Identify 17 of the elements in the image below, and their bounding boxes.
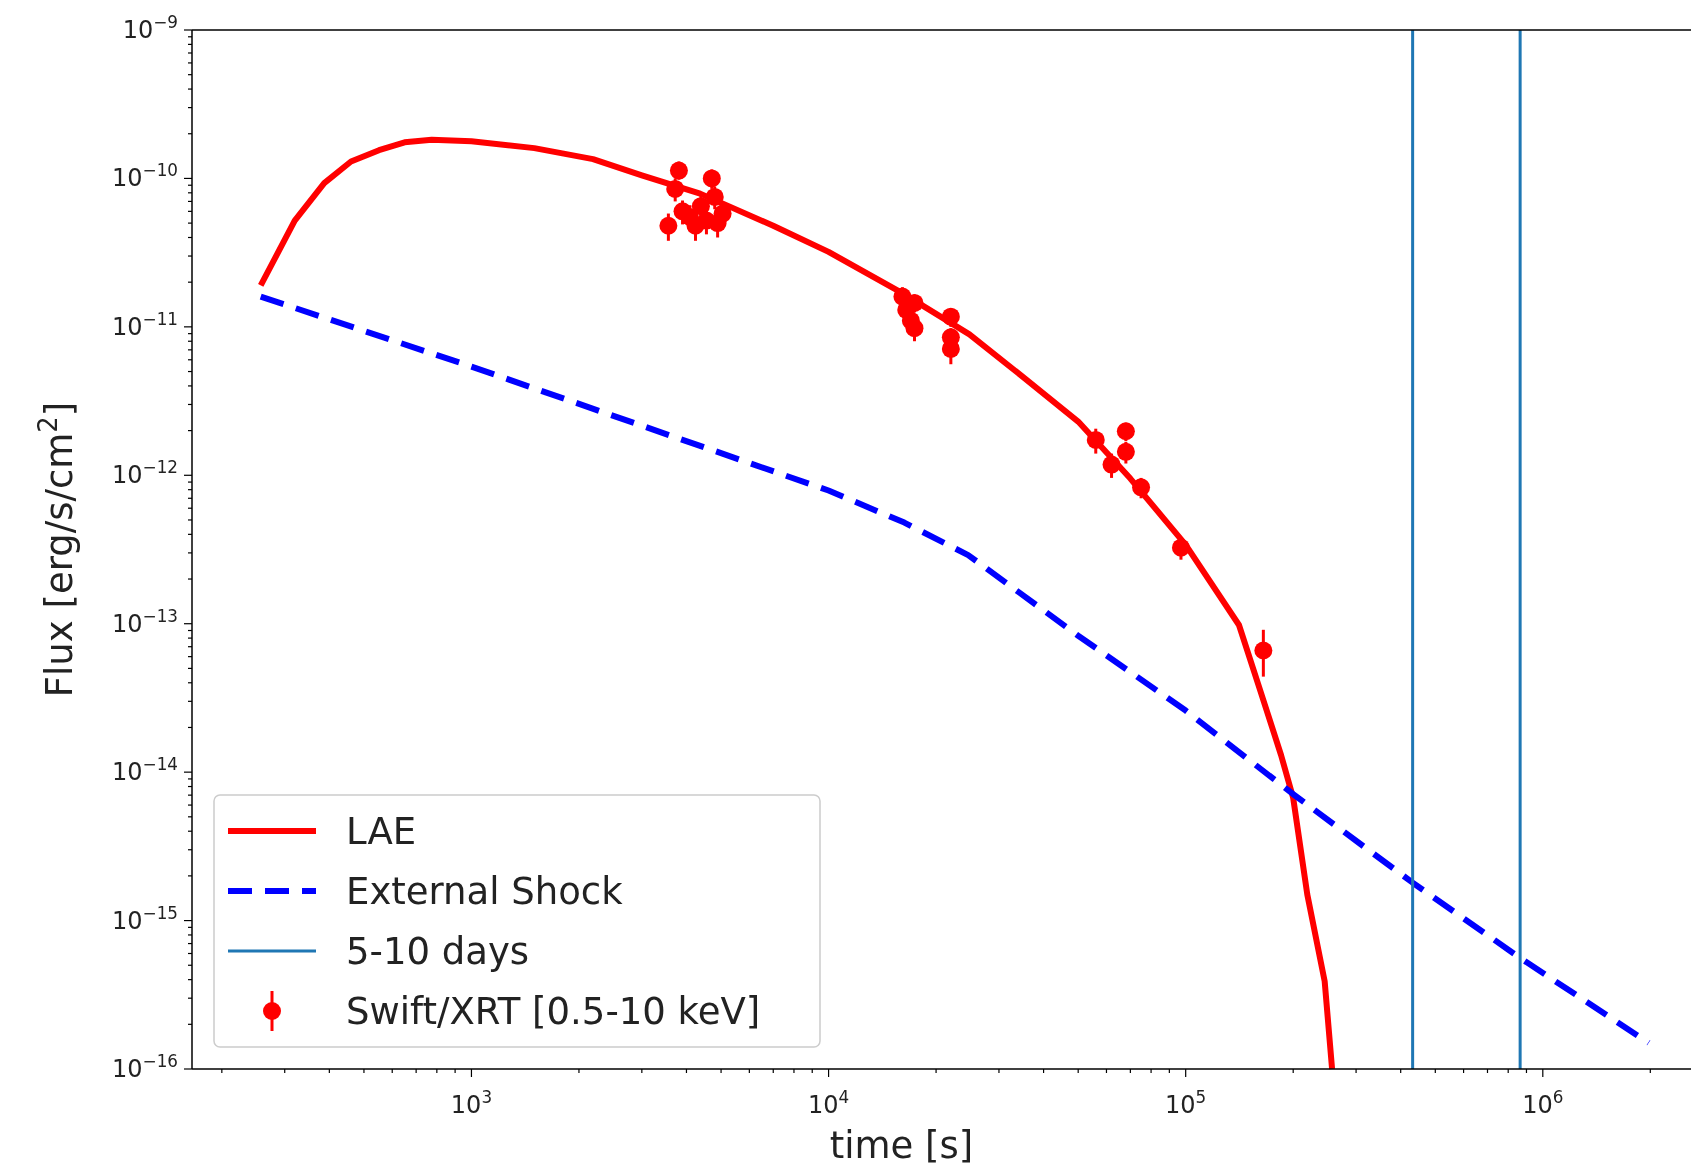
y-tick-label: 10$^{−10}$ [112, 160, 178, 193]
x-tick-label: 10$^{6}$ [1522, 1087, 1564, 1119]
y-tick-label: 10$^{−14}$ [112, 754, 178, 787]
y-tick-label: 10$^{−16}$ [112, 1051, 178, 1083]
y-tick-label: 10$^{−11}$ [112, 308, 178, 341]
legend-label: 5-10 days [346, 930, 530, 973]
legend-label: Swift/XRT [0.5-10 keV] [346, 990, 761, 1033]
x-tick-label: 10$^{5}$ [1165, 1087, 1207, 1119]
x-axis-title: time [s] [829, 1124, 974, 1167]
y-tick-label: 10$^{−15}$ [112, 902, 178, 935]
x-tick-label: 10$^{4}$ [807, 1087, 850, 1119]
legend-label: External Shock [346, 870, 624, 913]
y-tick-label: 10$^{−13}$ [112, 605, 178, 638]
x-tick-label: 10$^{3}$ [450, 1087, 493, 1119]
y-tick-label: 10$^{−9}$ [122, 12, 178, 44]
y-tick-label: 10$^{−12}$ [112, 457, 178, 490]
legend-label: LAE [346, 810, 417, 853]
